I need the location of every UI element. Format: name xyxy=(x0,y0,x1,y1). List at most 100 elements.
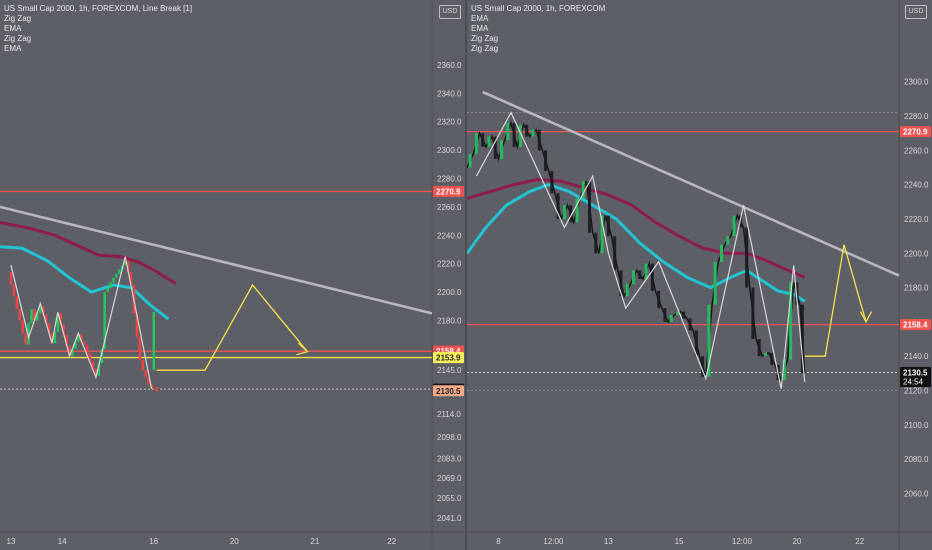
price-label-tag[interactable] xyxy=(433,385,464,397)
line-break-brick[interactable] xyxy=(65,334,68,347)
ema-slow-line[interactable] xyxy=(0,221,177,285)
price-label-text[interactable]: 2270.9 xyxy=(903,128,928,137)
price-candle[interactable] xyxy=(625,284,629,297)
line-break-brick[interactable] xyxy=(41,306,45,315)
price-label-tag[interactable] xyxy=(433,352,464,364)
y-tick-label[interactable]: 2069.0 xyxy=(437,474,462,483)
line-break-brick[interactable] xyxy=(39,306,42,314)
y-tick-label[interactable]: 2080.0 xyxy=(904,455,929,464)
y-tick-label[interactable]: 2145.0 xyxy=(437,366,462,375)
price-label-text[interactable]: 2158.4 xyxy=(436,347,461,356)
line-break-brick[interactable] xyxy=(97,363,101,376)
y-tick-label[interactable]: 2220.0 xyxy=(904,215,929,224)
price-label-text[interactable]: 2158.4 xyxy=(903,321,928,330)
line-break-brick[interactable] xyxy=(47,323,51,334)
y-tick-label[interactable]: 2055.0 xyxy=(437,494,462,503)
y-tick-label[interactable]: 2260.0 xyxy=(437,203,462,212)
price-candle[interactable] xyxy=(713,261,717,305)
price-candle[interactable] xyxy=(562,205,566,219)
y-tick-label[interactable]: 2300.0 xyxy=(437,146,462,155)
price-candle[interactable] xyxy=(512,122,516,147)
line-break-brick[interactable] xyxy=(129,272,133,285)
projection-arrowhead[interactable] xyxy=(296,342,309,356)
x-tick-label[interactable]: 13 xyxy=(604,537,613,546)
line-break-brick[interactable] xyxy=(77,334,80,342)
y-tick-label[interactable]: 2280.0 xyxy=(437,174,462,183)
left-chart-canvas[interactable]: 2360.0 2340.0 2320.0 2300.0 2280.0 2260.0 2240… xyxy=(0,0,465,550)
y-tick-label[interactable]: 2041.0 xyxy=(437,514,462,523)
price-candle[interactable] xyxy=(613,236,617,271)
price-candle[interactable] xyxy=(525,124,529,137)
line-break-brick[interactable] xyxy=(112,277,115,283)
price-candle[interactable] xyxy=(544,150,548,171)
price-label-tag[interactable] xyxy=(900,126,931,138)
line-break-brick[interactable] xyxy=(135,313,139,338)
line-break-brick[interactable] xyxy=(123,260,127,266)
price-label-tag[interactable] xyxy=(900,319,931,331)
line-break-brick[interactable] xyxy=(15,296,19,310)
price-label-text[interactable]: 2270.9 xyxy=(436,187,461,196)
price-candle[interactable] xyxy=(518,124,522,147)
line-break-brick[interactable] xyxy=(74,341,77,349)
x-tick-label[interactable]: 16 xyxy=(149,537,158,546)
price-label-text[interactable]: 2130.5 xyxy=(436,387,461,396)
price-candle[interactable] xyxy=(506,122,510,141)
line-break-brick[interactable] xyxy=(91,361,95,369)
line-break-brick[interactable] xyxy=(24,333,27,345)
line-break-brick[interactable] xyxy=(71,348,74,357)
y-tick-label[interactable]: 2098.0 xyxy=(437,433,462,442)
line-break-brick[interactable] xyxy=(33,309,36,321)
left-indicator-ema-2[interactable]: EMA xyxy=(4,44,22,53)
line-break-brick[interactable] xyxy=(62,324,65,335)
price-candle[interactable] xyxy=(550,170,554,194)
price-candle[interactable] xyxy=(751,287,755,340)
countdown-label[interactable]: 24:54 xyxy=(903,377,924,386)
zigzag-line[interactable] xyxy=(475,111,806,389)
line-break-brick[interactable] xyxy=(53,331,57,344)
price-candle[interactable] xyxy=(556,193,560,219)
right-chart-title[interactable]: US Small Cap 2000, 1h, FOREXCOM xyxy=(471,4,606,13)
right-indicator-ema-2[interactable]: EMA xyxy=(471,24,489,33)
line-break-brick[interactable] xyxy=(27,323,30,345)
price-candle[interactable] xyxy=(732,215,736,237)
price-candle[interactable] xyxy=(726,236,730,245)
line-break-brick[interactable] xyxy=(85,344,89,354)
price-candle[interactable] xyxy=(745,227,749,288)
line-break-brick[interactable] xyxy=(56,313,60,332)
y-tick-label[interactable]: 2114.0 xyxy=(437,410,461,419)
y-tick-label[interactable]: 2320.0 xyxy=(437,118,462,127)
price-candle[interactable] xyxy=(682,311,686,319)
right-indicator-ema-1[interactable]: EMA xyxy=(471,14,489,23)
y-tick-label[interactable]: 2260.0 xyxy=(904,146,929,155)
y-tick-label[interactable]: 2360.0 xyxy=(437,61,462,70)
x-tick-label[interactable]: 22 xyxy=(855,537,864,546)
line-break-brick[interactable] xyxy=(152,311,156,371)
price-candle[interactable] xyxy=(800,304,804,374)
price-candle[interactable] xyxy=(632,270,636,285)
x-tick-label[interactable]: 8 xyxy=(496,537,501,546)
price-candle[interactable] xyxy=(619,270,623,297)
line-break-brick[interactable] xyxy=(147,377,150,385)
line-break-brick[interactable] xyxy=(9,272,13,285)
descending-trendline[interactable] xyxy=(0,205,433,315)
price-candle[interactable] xyxy=(531,129,535,137)
left-indicator-zigzag-2[interactable]: Zig Zag xyxy=(4,34,32,43)
line-break-brick[interactable] xyxy=(138,337,142,361)
right-currency-badge[interactable]: USD xyxy=(905,5,927,19)
y-tick-label[interactable]: 2180.0 xyxy=(904,284,929,293)
zigzag-line[interactable] xyxy=(10,256,153,389)
line-break-brick[interactable] xyxy=(115,273,118,278)
line-break-brick[interactable] xyxy=(141,360,145,371)
y-tick-label[interactable]: 2083.0 xyxy=(437,454,462,463)
y-tick-label[interactable]: 2200.0 xyxy=(904,249,929,258)
y-tick-label[interactable]: 2100.0 xyxy=(904,421,929,430)
left-currency-badge[interactable]: USD xyxy=(439,5,461,19)
y-tick-label[interactable]: 2060.0 xyxy=(904,489,929,498)
price-candle[interactable] xyxy=(569,205,573,223)
price-path-line[interactable] xyxy=(467,120,806,383)
price-candle[interactable] xyxy=(650,263,654,291)
price-candle[interactable] xyxy=(657,291,661,309)
price-candle[interactable] xyxy=(789,282,793,360)
line-break-brick[interactable] xyxy=(50,333,54,344)
right-indicator-zigzag-1[interactable]: Zig Zag xyxy=(471,34,499,43)
